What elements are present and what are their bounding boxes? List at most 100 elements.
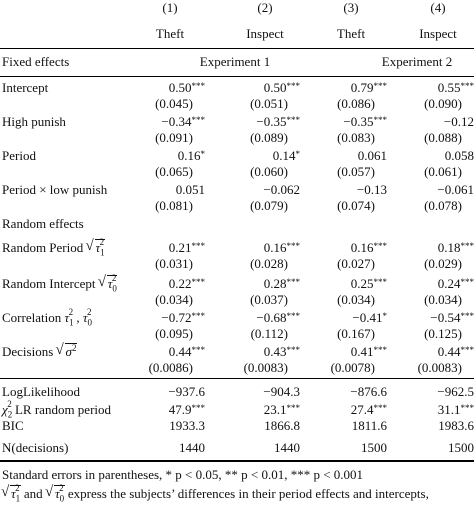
coef-cell-value: −0.062 <box>263 182 300 197</box>
se-row: (0.031) (0.028) (0.027) (0.029) <box>0 254 474 274</box>
stat-cell-value: −962.5 <box>437 384 474 399</box>
se-cell: (0.037) <box>230 290 300 310</box>
coef-cell-stars: *** <box>192 345 206 355</box>
coef-cell-value: 0.16 <box>351 240 374 255</box>
stat-cell: 1983.6 <box>404 416 474 436</box>
coef-cell-value: 0.44 <box>169 344 192 359</box>
coef-cell-stars: *** <box>461 277 474 287</box>
se-row: (0.0086)(0.0083)(0.0078)(0.0083) <box>0 358 474 378</box>
coef-cell-stars: *** <box>287 81 301 91</box>
se-cell: (0.034) <box>404 290 474 310</box>
stat-cell-value: 1811.6 <box>352 418 387 433</box>
coef-cell-stars: *** <box>287 115 301 125</box>
col-num-4: (4) <box>398 0 474 18</box>
header-rule <box>0 48 474 49</box>
se-cell: (0.034) <box>135 290 205 310</box>
se-cell-value: (0.031) <box>155 256 193 271</box>
coef-cell-value: −0.13 <box>357 182 387 197</box>
coef-cell-stars: *** <box>287 311 301 321</box>
se-cell-value: (0.027) <box>337 256 375 271</box>
se-cell: (0.057) <box>317 162 387 182</box>
se-cell: (0.095) <box>135 324 205 344</box>
stat-cell-value: 1440 <box>274 440 300 455</box>
se-cell: (0.051) <box>230 94 300 114</box>
se-cell: (0.060) <box>230 162 300 182</box>
stat-cell-stars: *** <box>461 403 474 413</box>
se-cell-value: (0.089) <box>250 130 288 145</box>
sqrt-tau1-symbol: τ12 <box>2 485 21 507</box>
math-symbol: τ12 , τ02 <box>61 310 91 325</box>
se-cell: (0.074) <box>317 196 387 216</box>
col-num-3: (3) <box>311 0 391 18</box>
stat-cell-value: 47.9 <box>169 402 192 417</box>
stat-cell-value: 23.1 <box>264 402 287 417</box>
stat-row: LogLikelihood −937.6 −904.3 −876.6 −962.5 <box>0 382 474 402</box>
se-cell: (0.088) <box>404 128 474 148</box>
se-row: (0.065)(0.060)(0.057)(0.061) <box>0 162 474 182</box>
footnote-rest: express the subjects’ differences in the… <box>68 486 429 501</box>
stat-cell: 1440 <box>230 438 300 458</box>
coef-cell-value: 0.16 <box>264 240 287 255</box>
coef-cell-value: −0.41 <box>352 310 382 325</box>
col-name-1: Theft <box>130 24 210 44</box>
stat-cell: −876.6 <box>317 382 387 402</box>
se-cell: (0.112) <box>230 324 300 344</box>
se-cell-value: (0.081) <box>155 198 193 213</box>
se-cell-value: (0.095) <box>155 326 193 341</box>
coef-cell-value: 0.41 <box>351 344 374 359</box>
fixed-effects-rule <box>0 76 474 77</box>
se-cell-value: (0.0083) <box>418 360 462 375</box>
coef-cell-value: 0.28 <box>264 276 287 291</box>
se-cell: (0.167) <box>317 324 387 344</box>
se-cell: (0.078) <box>404 196 474 216</box>
row-label: BIC <box>2 416 24 436</box>
se-cell-value: (0.088) <box>424 130 462 145</box>
row-label-text: LogLikelihood <box>2 384 80 399</box>
coef-cell-value: −0.35 <box>256 114 286 129</box>
coef-cell-stars: *** <box>192 311 206 321</box>
coef-cell-stars: * <box>296 149 301 159</box>
coef-cell-value: −0.12 <box>444 114 474 129</box>
coef-cell-value: 0.22 <box>169 276 192 291</box>
se-cell: (0.031) <box>135 254 205 274</box>
stat-cell-value: 1866.8 <box>264 418 300 433</box>
random-effects-header-row: Random effects <box>0 214 474 234</box>
stat-cell: 1811.6 <box>317 416 387 436</box>
stat-cell-value: −937.6 <box>168 384 205 399</box>
row-label: N(decisions) <box>2 438 68 458</box>
stat-cell-value: 31.1 <box>438 402 461 417</box>
se-cell-value: (0.112) <box>251 326 288 341</box>
se-cell: (0.081) <box>135 196 205 216</box>
se-cell-value: (0.037) <box>250 292 288 307</box>
row-label: LogLikelihood <box>2 382 80 402</box>
math-symbol: σ2 <box>53 344 77 359</box>
row-label-text: N(decisions) <box>2 440 68 455</box>
stat-cell-stars: *** <box>192 403 206 413</box>
coef-cell-stars: *** <box>192 115 206 125</box>
column-name-row: Theft Inspect Theft Inspect <box>0 24 474 44</box>
se-cell: (0.029) <box>404 254 474 274</box>
stat-cell-value: 1983.6 <box>438 418 474 433</box>
coef-cell-value: 0.051 <box>176 182 205 197</box>
coef-cell-stars: *** <box>374 345 388 355</box>
se-cell-value: (0.0078) <box>331 360 375 375</box>
se-cell-value: (0.034) <box>424 292 462 307</box>
se-cell-value: (0.078) <box>424 198 462 213</box>
footnote-line-2: τ12 and τ02 express the subjects’ differ… <box>2 485 472 507</box>
se-cell: (0.034) <box>317 290 387 310</box>
se-cell-value: (0.079) <box>250 198 288 213</box>
se-cell-value: (0.125) <box>424 326 462 341</box>
se-row: (0.095) (0.112) (0.167) (0.125) <box>0 324 474 344</box>
se-cell-value: (0.028) <box>250 256 288 271</box>
experiment2-label: Experiment 2 <box>352 52 474 72</box>
stat-cell-value: 1500 <box>361 440 387 455</box>
fixed-effects-label: Fixed effects <box>2 52 69 72</box>
stat-cell: −904.3 <box>230 382 300 402</box>
math-symbol: τ12 <box>83 240 105 255</box>
col-name-4: Inspect <box>398 24 474 44</box>
se-cell: (0.090) <box>404 94 474 114</box>
se-cell: (0.079) <box>230 196 300 216</box>
chi-square-symbol: χ22 <box>2 402 15 417</box>
se-cell-value: (0.034) <box>155 292 193 307</box>
